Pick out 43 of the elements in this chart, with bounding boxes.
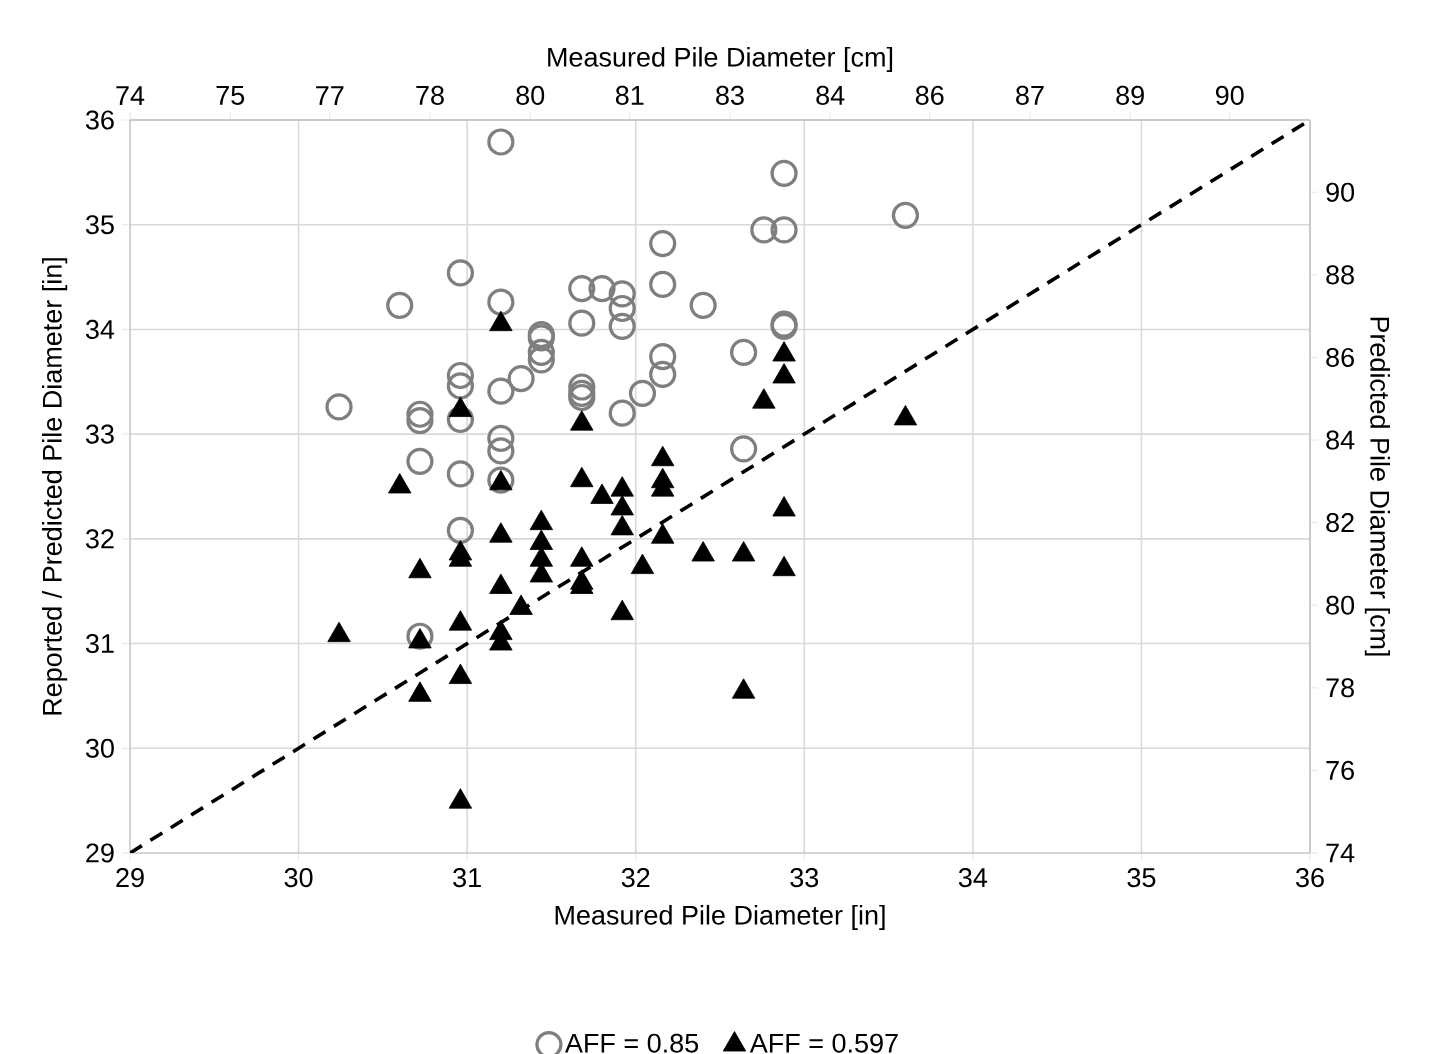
y-tick-label: 31 — [85, 634, 114, 654]
y2-tick-label: 80 — [1326, 595, 1355, 615]
y-tick-label: 33 — [85, 424, 114, 444]
x2-tick-label: 80 — [516, 85, 545, 105]
x2-tick-label: 89 — [1116, 85, 1144, 105]
x-tick-label: 33 — [790, 868, 819, 888]
x2-tick-label: 75 — [216, 86, 245, 105]
x2-axis-title: Measured Pile Diameter [cm] — [548, 46, 893, 73]
x2-tick-label: 74 — [116, 86, 145, 105]
x2-tick-label: 78 — [416, 85, 444, 105]
x-tick-label: 35 — [1127, 868, 1156, 888]
y-tick-label: 30 — [85, 738, 114, 758]
x-tick-label: 31 — [453, 868, 481, 888]
y2-tick-label: 90 — [1326, 182, 1355, 202]
x2-tick-label: 90 — [1215, 85, 1244, 105]
legend-label: AFF = 0.597 — [749, 1033, 898, 1053]
x2-tick-label: 77 — [316, 86, 344, 105]
x2-tick-label: 84 — [816, 85, 845, 105]
x2-tick-label: 86 — [915, 85, 944, 105]
x-tick-label: 29 — [116, 868, 144, 888]
x2-tick-label: 81 — [615, 85, 644, 105]
y2-tick-label: 74 — [1326, 843, 1355, 863]
x-tick-label: 32 — [621, 868, 650, 888]
y-tick-label: 34 — [85, 319, 115, 339]
x-axis-title: Measured Pile Diameter [in] — [555, 904, 885, 931]
y-tick-label: 36 — [85, 110, 114, 130]
y2-tick-label: 78 — [1326, 678, 1354, 698]
y2-tick-label: 76 — [1326, 760, 1354, 780]
x-tick-label: 36 — [1296, 868, 1324, 888]
y-axis-title: Reported / Predicted Pile Diameter [in] — [42, 258, 68, 715]
y-tick-label: 35 — [85, 215, 114, 235]
x2-tick-label: 87 — [1016, 85, 1044, 105]
x-tick-label: 34 — [958, 868, 988, 888]
y2-tick-label: 82 — [1326, 513, 1354, 533]
y2-tick-label: 86 — [1326, 347, 1354, 367]
y2-axis-title: Predicted Pile Diameter [cm] — [1364, 317, 1391, 656]
y2-tick-label: 88 — [1326, 265, 1354, 285]
y2-tick-label: 84 — [1326, 430, 1355, 450]
x2-tick-label: 83 — [716, 85, 744, 105]
y-tick-label: 29 — [86, 843, 114, 863]
y-tick-label: 32 — [85, 529, 114, 549]
legend-label: AFF = 0.85 — [564, 1033, 699, 1053]
x-tick-label: 30 — [284, 868, 313, 888]
